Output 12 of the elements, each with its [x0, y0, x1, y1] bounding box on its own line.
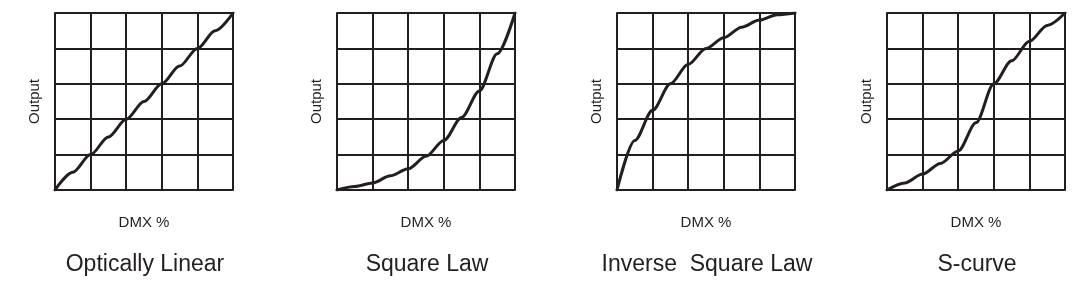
y-axis-title: Output — [307, 78, 324, 125]
x-axis-title: DMX % — [950, 213, 1002, 230]
x-axis-title: DMX % — [680, 213, 732, 230]
y-axis-title: Output — [587, 78, 604, 125]
text: S-curve — [937, 249, 1017, 276]
text: Optically Linear — [65, 249, 225, 276]
y-axis-title: Output — [857, 78, 874, 125]
y-axis-title: Output — [25, 78, 42, 125]
text: Square Law — [365, 249, 489, 276]
x-axis-title: DMX % — [400, 213, 452, 230]
text: Inverse Square Law — [601, 249, 813, 276]
x-axis-title: DMX % — [118, 213, 170, 230]
